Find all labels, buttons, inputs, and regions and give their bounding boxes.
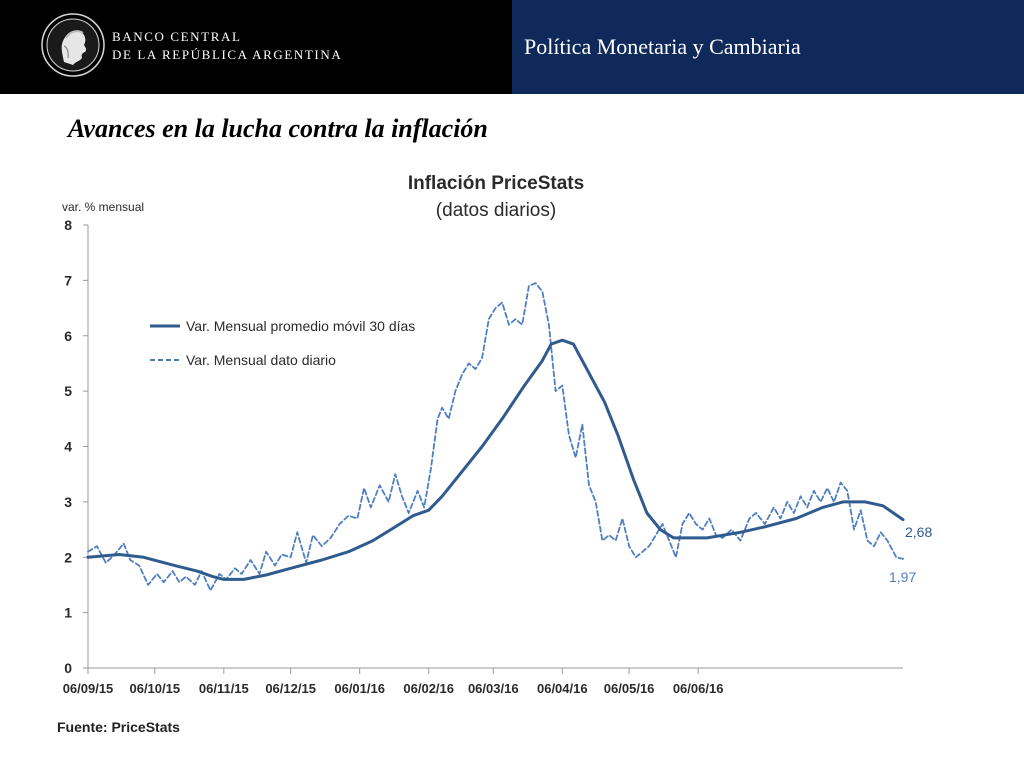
y-tick-label: 2 bbox=[64, 549, 72, 565]
chart-axes: 0 1 2 3 4 5 6 7 8 06/09/15 06/10/15 06/11/15 06/12/1… bbox=[63, 217, 903, 696]
series-daily-line bbox=[87, 282, 904, 592]
page-title: Avances en la lucha contra la inflación bbox=[68, 114, 488, 143]
y-tick-label: 5 bbox=[64, 383, 72, 399]
chart-legend: Var. Mensual promedio móvil 30 días Var.… bbox=[150, 318, 415, 368]
series-moving-average-line bbox=[86, 338, 905, 581]
end-label-moving-average: 2,68 bbox=[905, 524, 932, 540]
series-layer bbox=[86, 282, 905, 592]
y-tick-label: 3 bbox=[64, 494, 72, 510]
x-tick-label: 06/11/15 bbox=[199, 681, 249, 696]
chart-title: Inflación PriceStats bbox=[408, 173, 584, 194]
source-note: Fuente: PriceStats bbox=[57, 719, 180, 735]
x-tick-label: 06/10/15 bbox=[129, 681, 180, 696]
legend-label-daily: Var. Mensual dato diario bbox=[186, 352, 336, 368]
y-tick-label: 1 bbox=[64, 605, 72, 621]
seal-profile-icon bbox=[41, 13, 105, 77]
y-tick-label: 8 bbox=[64, 217, 72, 233]
y-tick-label: 7 bbox=[64, 272, 72, 288]
y-tick-label: 0 bbox=[64, 660, 72, 676]
y-tick-label: 4 bbox=[64, 439, 72, 455]
x-tick-label: 06/05/16 bbox=[604, 681, 655, 696]
bank-name-line1: BANCO CENTRAL bbox=[112, 29, 242, 44]
x-tick-label: 06/12/15 bbox=[265, 681, 316, 696]
legend-label-moving-average: Var. Mensual promedio móvil 30 días bbox=[186, 318, 415, 334]
inflation-chart: Inflación PriceStats (datos diarios) var… bbox=[62, 173, 932, 696]
x-tick-label: 06/06/16 bbox=[673, 681, 724, 696]
x-tick-label: 06/04/16 bbox=[537, 681, 588, 696]
y-tick-label: 6 bbox=[64, 328, 72, 344]
bank-name-line2: DE LA REPÚBLICA ARGENTINA bbox=[112, 47, 343, 62]
chart-subtitle: (datos diarios) bbox=[436, 200, 556, 221]
x-tick-label: 06/09/15 bbox=[63, 681, 114, 696]
header-title-panel bbox=[512, 0, 1024, 94]
section-title: Política Monetaria y Cambiaria bbox=[524, 34, 801, 59]
end-label-daily: 1,97 bbox=[889, 569, 916, 585]
x-tick-label: 06/01/16 bbox=[334, 681, 385, 696]
bank-name: BANCO CENTRAL DE LA REPÚBLICA ARGENTINA bbox=[112, 28, 342, 64]
y-axis-label: var. % mensual bbox=[62, 200, 144, 214]
x-tick-label: 06/03/16 bbox=[468, 681, 519, 696]
x-tick-label: 06/02/16 bbox=[403, 681, 454, 696]
header-bank-panel: BANCO CENTRAL DE LA REPÚBLICA ARGENTINA bbox=[0, 0, 512, 94]
